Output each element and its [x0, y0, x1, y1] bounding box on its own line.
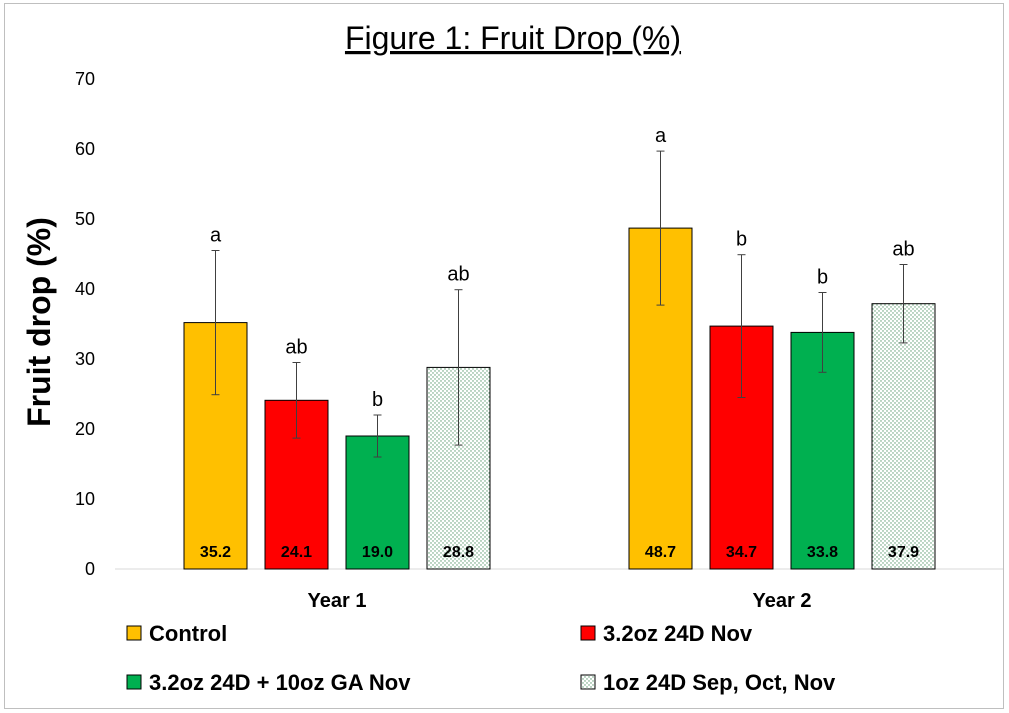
- bar: [628, 227, 693, 570]
- legend-swatch: [126, 625, 142, 641]
- legend-swatch: [580, 674, 596, 690]
- y-tick-label: 60: [75, 139, 95, 159]
- data-label: 19.0: [362, 544, 393, 561]
- bar: [345, 435, 410, 570]
- y-axis-label: Fruit drop (%): [21, 217, 57, 427]
- data-label: 24.1: [281, 544, 312, 561]
- significance-label: b: [817, 267, 828, 289]
- bars: a 35.2 ab 24.1 b 19.0 ab 28.8 a 48.7 b 34.7 b 33.8 ab 3…: [183, 125, 936, 570]
- data-label: 34.7: [726, 544, 757, 561]
- legend: Control 3.2oz 24D Nov 3.2oz 24D + 10oz GA …: [126, 621, 836, 695]
- y-tick-label: 70: [75, 69, 95, 89]
- y-axis-ticks: 0 10 20 30 40 50 60 70: [75, 69, 95, 579]
- y-tick-label: 0: [85, 559, 95, 579]
- significance-label: ab: [892, 239, 914, 261]
- chart-title: Figure 1: Fruit Drop (%): [345, 20, 681, 56]
- legend-label: 3.2oz 24D Nov: [603, 621, 753, 646]
- legend-swatch: [126, 674, 142, 690]
- legend-label: 3.2oz 24D + 10oz GA Nov: [149, 670, 411, 695]
- y-tick-label: 30: [75, 349, 95, 369]
- data-label: 35.2: [200, 544, 231, 561]
- data-label: 37.9: [888, 544, 919, 561]
- significance-label: b: [736, 229, 747, 251]
- significance-label: ab: [447, 264, 469, 286]
- data-label: 28.8: [443, 544, 474, 561]
- legend-label: 1oz 24D Sep, Oct, Nov: [603, 670, 836, 695]
- y-tick-label: 20: [75, 419, 95, 439]
- bar: [871, 303, 936, 570]
- significance-label: a: [210, 225, 222, 247]
- legend-swatch: [580, 625, 596, 641]
- significance-label: b: [372, 389, 383, 411]
- y-tick-label: 50: [75, 209, 95, 229]
- data-label: 48.7: [645, 544, 676, 561]
- data-label: 33.8: [807, 544, 838, 561]
- category-label: Year 2: [753, 590, 812, 612]
- y-tick-label: 40: [75, 279, 95, 299]
- category-label: Year 1: [308, 590, 367, 612]
- legend-label: Control: [149, 621, 227, 646]
- significance-label: ab: [285, 337, 307, 359]
- significance-label: a: [655, 125, 667, 147]
- y-tick-label: 10: [75, 489, 95, 509]
- category-labels: Year 1 Year 2: [308, 590, 812, 612]
